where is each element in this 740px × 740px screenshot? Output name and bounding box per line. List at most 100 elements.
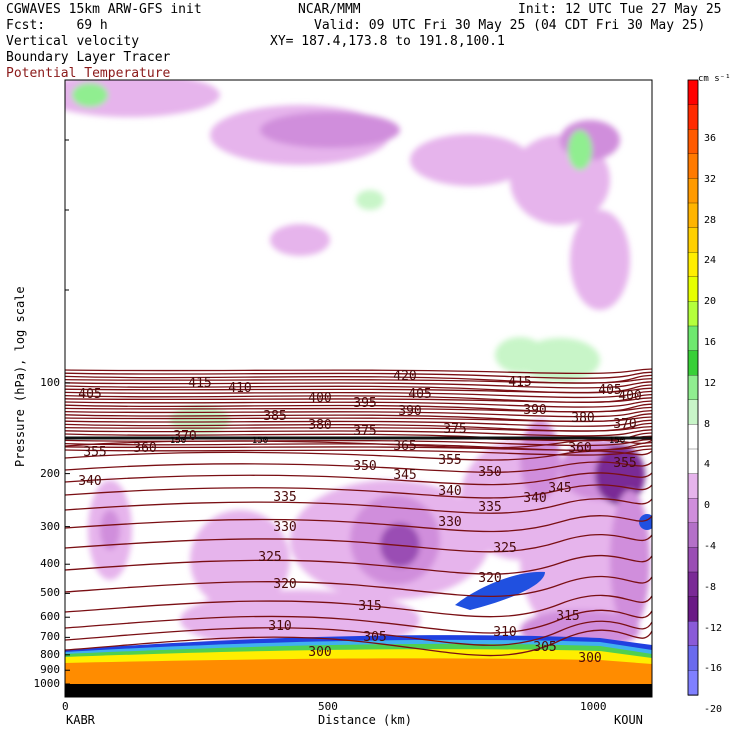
colorbar-swatch bbox=[687, 276, 699, 303]
y-axis-label: Pressure (hPa), log scale bbox=[13, 286, 27, 467]
theta-label: 420 bbox=[393, 369, 416, 384]
theta-label: 340 bbox=[523, 491, 546, 506]
theta-contour bbox=[65, 403, 652, 413]
y-tick-label: 600 bbox=[40, 610, 60, 624]
colorbar-swatch bbox=[687, 596, 699, 622]
theta-contour bbox=[65, 515, 652, 533]
velocity-shading-region bbox=[100, 510, 120, 550]
theta-label: 365 bbox=[393, 439, 416, 454]
velocity-shading-region bbox=[568, 130, 592, 170]
theta-contour bbox=[65, 374, 652, 384]
colorbar-tick-label: -16 bbox=[704, 663, 723, 675]
theta-label: 315 bbox=[556, 609, 579, 624]
colorbar-frame bbox=[687, 79, 699, 696]
colorbar-swatch bbox=[687, 178, 699, 204]
colorbar-unit: cm s⁻¹ bbox=[698, 74, 731, 84]
colorbar-swatch bbox=[687, 399, 699, 426]
colorbar-swatch bbox=[687, 424, 699, 450]
theta-contour bbox=[65, 472, 652, 486]
theta-contour bbox=[65, 371, 652, 379]
theta-label: 340 bbox=[438, 484, 461, 499]
colorbar-swatch bbox=[687, 448, 699, 475]
velocity-shading-region bbox=[570, 210, 630, 310]
theta-contour bbox=[65, 461, 652, 473]
theta-contour bbox=[65, 387, 652, 394]
velocity-shading-region bbox=[72, 83, 108, 107]
theta-contour bbox=[65, 390, 652, 399]
theta-label: 315 bbox=[358, 599, 381, 614]
theta-contour bbox=[65, 609, 652, 634]
field-vertical-velocity: Vertical velocity bbox=[6, 34, 140, 49]
theta-label: 350 bbox=[353, 459, 376, 474]
theta-contour bbox=[65, 429, 652, 437]
theta-label: 400 bbox=[618, 389, 641, 404]
theta-contour bbox=[65, 419, 652, 427]
y-tick-label: 200 bbox=[40, 466, 60, 480]
theta-contour bbox=[65, 594, 652, 618]
theta-label: 405 bbox=[78, 387, 101, 402]
theta-label: 330 bbox=[438, 515, 461, 530]
theta-label: 415 bbox=[188, 376, 211, 391]
theta-label: 330 bbox=[273, 520, 296, 535]
colorbar-swatch bbox=[687, 301, 699, 327]
x-tick-0: 0 bbox=[62, 700, 69, 713]
colorbar-swatch bbox=[687, 252, 699, 278]
colorbar-tick-label: -4 bbox=[704, 541, 717, 552]
model-title: CGWAVES 15km ARW-GFS init bbox=[6, 2, 202, 17]
theta-label: 405 bbox=[408, 387, 431, 402]
theta-label: 345 bbox=[393, 468, 416, 483]
theta-contour bbox=[65, 439, 652, 449]
theta-label: 305 bbox=[363, 630, 386, 645]
theta-label: 320 bbox=[478, 571, 501, 586]
y-tick-label: 500 bbox=[40, 586, 60, 600]
velocity-shading-region bbox=[410, 134, 530, 186]
colorbar-tick-label: 20 bbox=[704, 296, 717, 308]
colorbar-tick-label: -12 bbox=[704, 622, 723, 634]
colorbar-swatch bbox=[687, 498, 699, 524]
theta-contour bbox=[65, 554, 652, 575]
theta-label: 415 bbox=[508, 375, 531, 390]
theta-label: 335 bbox=[478, 500, 501, 515]
velocity-shading-region bbox=[260, 112, 400, 148]
y-tick-label: 800 bbox=[40, 647, 60, 661]
colorbar-swatch bbox=[687, 227, 699, 253]
theta-contour bbox=[65, 484, 652, 499]
y-tick-label: 700 bbox=[40, 630, 60, 644]
theta-label: 325 bbox=[258, 550, 281, 565]
theta-contour bbox=[65, 620, 652, 646]
x-axis-label: Distance (km) bbox=[318, 713, 412, 727]
theta-label: 300 bbox=[578, 651, 601, 666]
colorbar-swatch bbox=[687, 375, 699, 401]
theta-contour bbox=[65, 445, 652, 451]
colorbar-swatch bbox=[687, 325, 699, 352]
colorbar-swatch bbox=[687, 104, 699, 130]
colorbar-swatch bbox=[687, 571, 699, 598]
theta-label: 310 bbox=[268, 619, 291, 634]
theta-label: 395 bbox=[353, 396, 376, 411]
colorbar-swatch bbox=[687, 473, 699, 499]
theta-label: 410 bbox=[228, 381, 251, 396]
theta-contour bbox=[65, 381, 652, 389]
colorbar-swatch bbox=[687, 522, 699, 549]
theta-contour bbox=[65, 629, 652, 657]
forecast-hour: Fcst: 69 h bbox=[6, 18, 108, 33]
theta-label: 320 bbox=[273, 577, 296, 592]
theta-contour bbox=[65, 450, 652, 461]
colorbar-swatch bbox=[687, 153, 699, 180]
colorbar-swatch bbox=[687, 621, 699, 647]
colorbar-swatch bbox=[687, 645, 699, 672]
theta-contour bbox=[65, 448, 652, 456]
theta-label: 370 bbox=[613, 417, 636, 432]
theta-label: 355 bbox=[83, 445, 106, 460]
theta-label: 310 bbox=[493, 625, 516, 640]
tracer-label: 150 bbox=[170, 436, 186, 446]
tracer-label: 150 bbox=[609, 436, 625, 446]
theta-label: 335 bbox=[273, 490, 296, 505]
downdraft-region bbox=[639, 514, 652, 530]
theta-contour bbox=[65, 384, 652, 394]
colorbar-swatch bbox=[687, 547, 699, 573]
theta-label: 375 bbox=[443, 422, 466, 437]
colorbar-tick-label: -20 bbox=[704, 704, 723, 716]
colorbar-swatch bbox=[687, 79, 699, 106]
